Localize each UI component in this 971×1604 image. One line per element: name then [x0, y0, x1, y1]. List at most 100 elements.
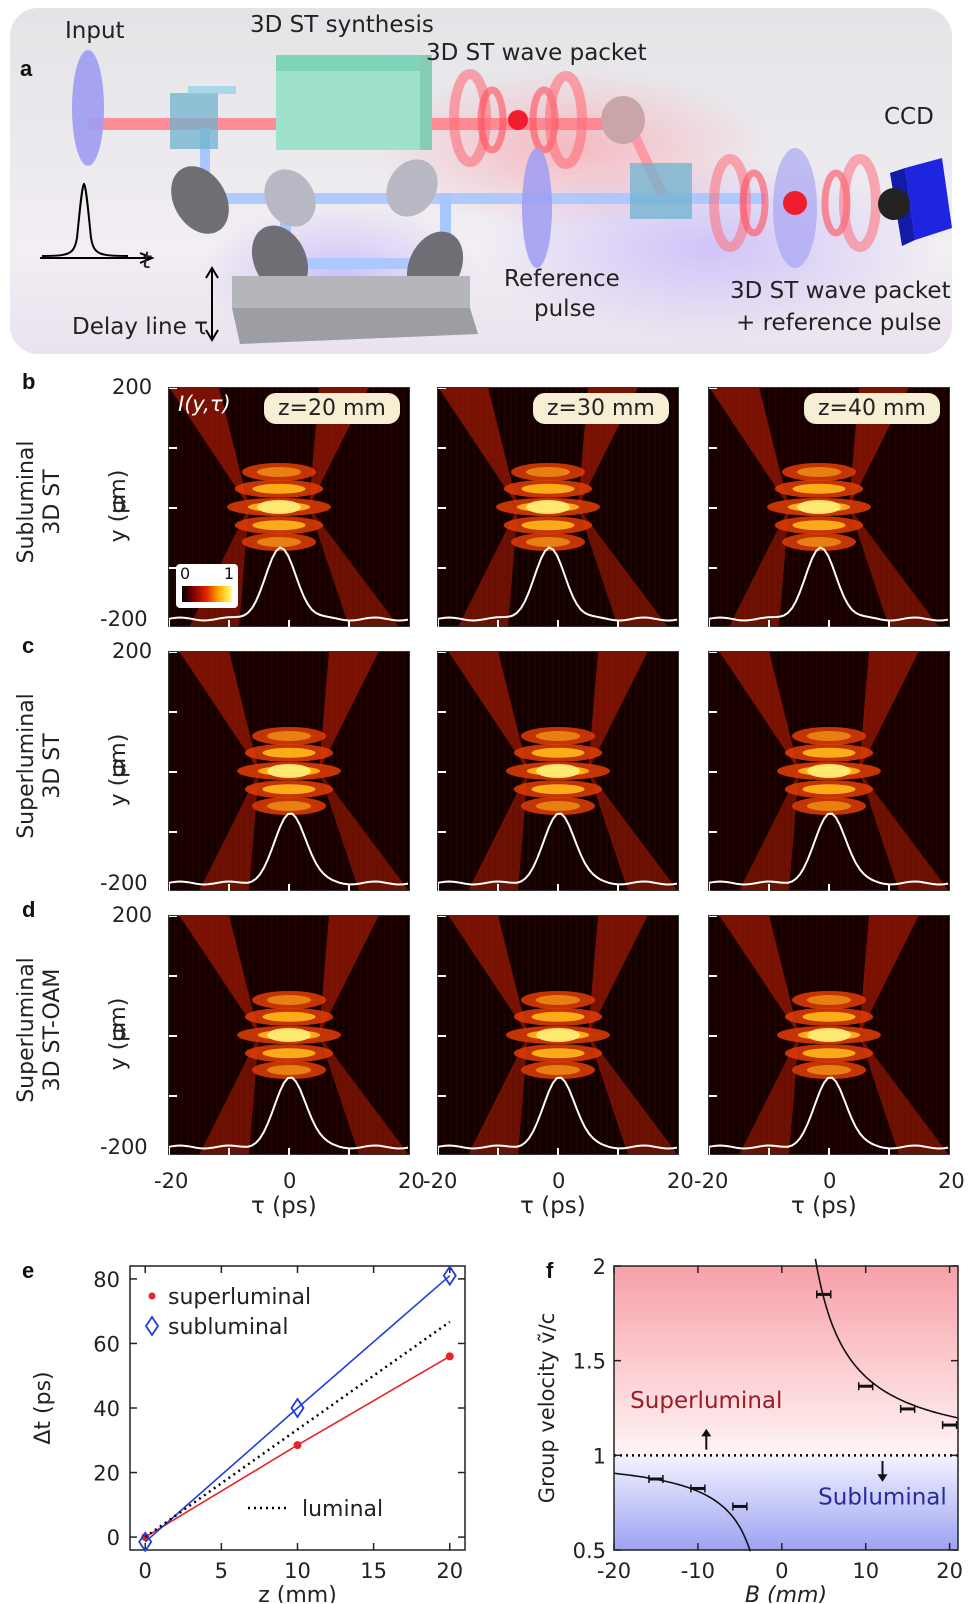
row-d-title-1: Superluminal [14, 957, 39, 1103]
y-tick-label: 80 [93, 1268, 120, 1292]
series-line-subluminal [144, 1275, 451, 1543]
plot-frame [613, 1265, 959, 1551]
x-tick-label: 20 [936, 1559, 963, 1583]
row-b-label: b [22, 369, 36, 394]
row-d-title-2: 3D ST-OAM [40, 968, 65, 1092]
row-c-label: c [22, 633, 35, 658]
down-arrow-head [877, 1474, 888, 1482]
row-d-y-tick: 200 [112, 903, 153, 927]
row-c-y-tick: 0 [112, 757, 126, 781]
row-b-y-tick: 200 [112, 375, 153, 399]
legend-marker-subluminal [144, 1315, 160, 1337]
fit-curve-subluminal [613, 1472, 752, 1552]
y-tick-label: 0.5 [573, 1539, 606, 1563]
panel-a-label: a [20, 56, 33, 81]
row-b-title-1: Subluminal [14, 440, 39, 564]
x-axis-label: z (mm) [258, 1583, 337, 1603]
map-x-axis-label: τ (ps) [520, 1193, 586, 1219]
map-x-tick: 20 [667, 1169, 694, 1193]
synthesis-label: 3D ST synthesis [250, 12, 434, 38]
row-b-y-tick: 0 [112, 493, 126, 517]
y-tick-label: 60 [93, 1332, 120, 1356]
row-d-y-tick: 0 [112, 1021, 126, 1045]
x-tick-label: 0 [139, 1559, 152, 1583]
wave-packet-label: 3D ST wave packet [426, 40, 647, 66]
map-x-tick: 20 [398, 1169, 425, 1193]
point-subluminal [442, 1265, 457, 1287]
colorbar-gradient [182, 586, 232, 602]
legend-label-luminal: luminal [302, 1497, 383, 1522]
legend-label-superluminal: superluminal [168, 1285, 311, 1310]
panel-a-schematic [10, 8, 952, 354]
map-x-tick: 20 [938, 1169, 965, 1193]
superluminal-region [614, 1266, 958, 1456]
up-arrow-head [701, 1428, 712, 1437]
legend-label-subluminal: subluminal [168, 1315, 289, 1340]
region-label-subluminal: Subluminal [818, 1485, 947, 1511]
y-tick-label: 2 [593, 1258, 606, 1279]
y-tick-label: 0 [107, 1526, 120, 1550]
map-x-tick: -20 [154, 1169, 189, 1193]
ccd-label: CCD [884, 104, 934, 130]
map-d-2 [437, 915, 679, 1155]
colorbar-min: 0 [180, 564, 191, 583]
y-axis-label: Δt (ps) [31, 1371, 56, 1444]
combined-label-1: 3D ST wave packet [730, 278, 951, 304]
map-x-axis-label: τ (ps) [791, 1193, 857, 1219]
map-x-tick: 0 [552, 1169, 566, 1193]
z-label-3: z=40 mm [804, 393, 940, 424]
x-tick-label: 0 [775, 1559, 788, 1583]
z-label-1: z=20 mm [264, 393, 400, 424]
subluminal-region [614, 1455, 958, 1550]
x-axis-label: B (mm) [745, 1583, 827, 1603]
map-x-tick: -20 [694, 1169, 729, 1193]
x-tick-label: 15 [360, 1559, 387, 1583]
delay-line-label: Delay line τ [72, 314, 208, 340]
y-tick-label: 40 [93, 1397, 120, 1421]
map-d-3 [708, 915, 950, 1155]
map-c-1 [168, 651, 410, 891]
y-tick-label: 1 [593, 1444, 606, 1468]
panel-e-label: e [22, 1258, 35, 1283]
series-line-luminal [144, 1320, 451, 1539]
x-tick-label: -20 [597, 1559, 631, 1583]
region-label-superluminal: Superluminal [630, 1388, 782, 1414]
input-label: Input [65, 18, 125, 44]
panel-f-chart: -20 -10 0 10 20 0.5 1 1.5 2 B (mm) Group velocity … [535, 1258, 963, 1603]
map-x-tick: 0 [823, 1169, 837, 1193]
point-subluminal [290, 1397, 305, 1419]
panel-f-label: f [546, 1258, 554, 1283]
y-axis-label: Group velocity ṽ/c [535, 1313, 559, 1503]
point-subluminal [138, 1531, 153, 1553]
point-superluminal [293, 1441, 302, 1450]
map-x-axis-label: τ (ps) [251, 1193, 317, 1219]
panel-e-chart: 0 5 10 15 20 0 20 40 60 80 z (mm) Δt (ps) superlumin… [31, 1265, 466, 1603]
legend-marker-superluminal [148, 1292, 156, 1300]
row-c-y-tick: -200 [100, 871, 148, 895]
reference-pulse-label-1: Reference [504, 266, 620, 292]
z-label-2: z=30 mm [533, 393, 669, 424]
row-b-title-2: 3D ST [40, 469, 65, 535]
x-tick-label: 10 [852, 1559, 879, 1583]
row-d-y-tick: -200 [100, 1135, 148, 1159]
y-tick-label: 20 [93, 1462, 120, 1486]
x-tick-label: 20 [436, 1559, 463, 1583]
point-superluminal [445, 1352, 454, 1361]
combined-label-2: + reference pulse [736, 310, 942, 336]
fit-curve-superluminal [814, 1258, 959, 1419]
row-c-title-2: 3D ST [40, 733, 65, 799]
row-c-y-tick: 200 [112, 639, 153, 663]
x-tick-label: -10 [681, 1559, 715, 1583]
t-axis-label: t [142, 248, 152, 274]
reference-pulse-label-2: pulse [534, 296, 596, 322]
intensity-label: I(y,τ) [178, 392, 231, 416]
x-tick-label: 10 [284, 1559, 311, 1583]
y-tick-label: 1.5 [573, 1350, 606, 1374]
row-d-label: d [22, 897, 36, 922]
map-x-tick: 0 [283, 1169, 297, 1193]
colorbar-max: 1 [223, 564, 234, 583]
row-b-y-tick: -200 [100, 607, 148, 631]
setup-schematic-illustration [40, 50, 952, 344]
map-c-2 [437, 651, 679, 891]
